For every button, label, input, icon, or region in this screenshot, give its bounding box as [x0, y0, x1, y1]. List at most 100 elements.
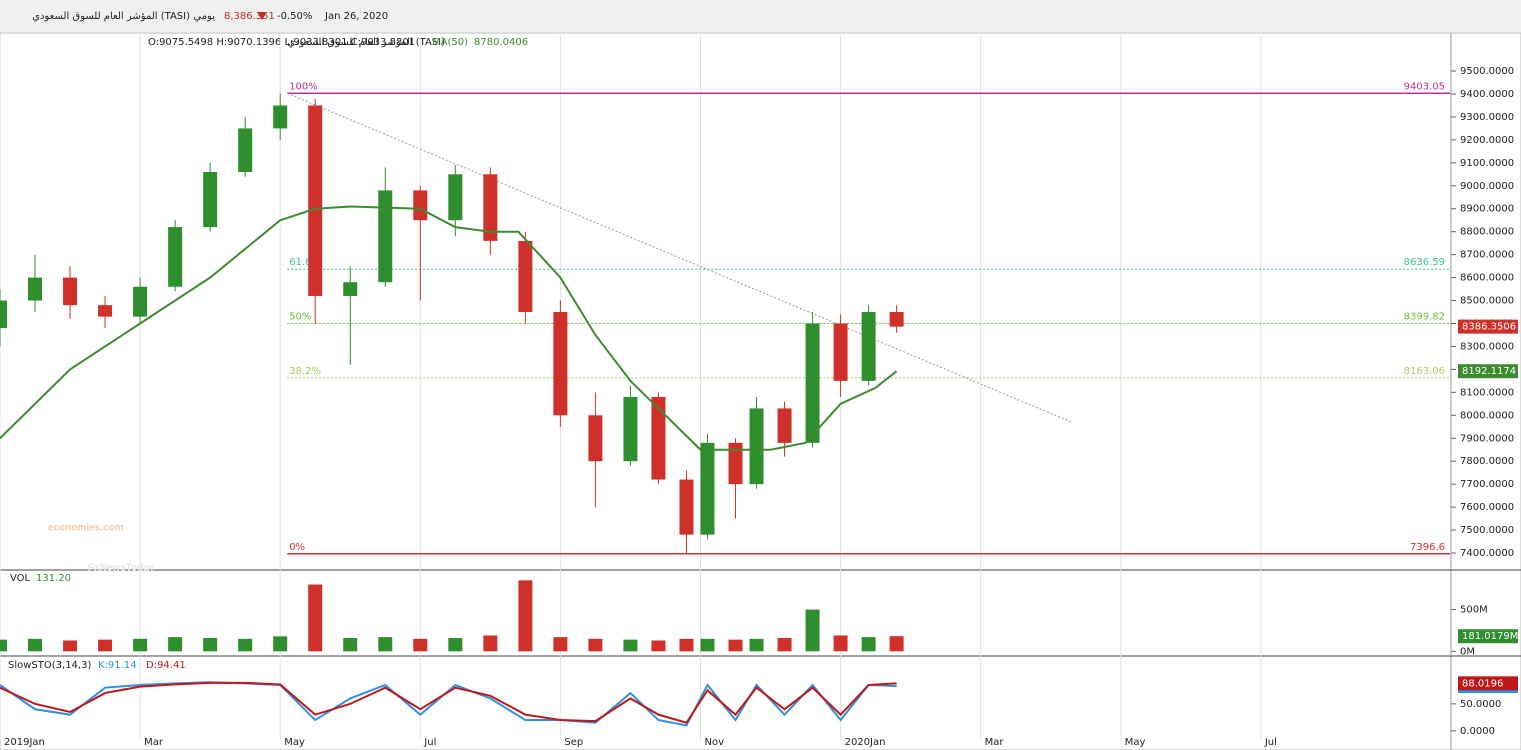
candle-body — [343, 282, 358, 296]
price-box-label: 8192.1174 — [1462, 366, 1516, 377]
y-tick-label: 8700.0000 — [1460, 250, 1514, 261]
candle-body — [168, 227, 183, 287]
volume-bar — [553, 637, 568, 652]
sto-title: SlowSTO(3,14,3) — [8, 660, 91, 671]
candle-body — [728, 442, 743, 485]
volume-bar — [273, 636, 288, 652]
candle-body — [861, 312, 876, 381]
candle-body — [889, 312, 904, 327]
x-tick-label: Nov — [704, 737, 724, 748]
y-tick-label: 7600.0000 — [1460, 502, 1514, 513]
candle-body — [203, 172, 218, 228]
down-arrow — [257, 12, 267, 20]
ma-line — [0, 205, 898, 451]
x-tick-label: Jul — [423, 737, 436, 748]
y-tick-label: 9300.0000 — [1460, 112, 1514, 123]
y-tick-label: 8100.0000 — [1460, 387, 1514, 398]
candle-body — [679, 479, 694, 535]
volume-bar — [98, 639, 113, 652]
candle-body — [378, 190, 393, 283]
watermark: FxNewsToday — [88, 563, 155, 574]
candle-body — [413, 190, 428, 221]
candle-body — [0, 300, 7, 329]
candle-body — [588, 415, 603, 462]
fib-label: 100% — [289, 81, 318, 92]
volume-bar — [805, 609, 820, 652]
candle-body — [749, 408, 764, 485]
volume-bar — [777, 637, 792, 652]
price-box — [1458, 319, 1518, 334]
x-tick-label: Jul — [1264, 737, 1277, 748]
y-tick-label: 7900.0000 — [1460, 433, 1514, 444]
frame — [0, 32, 1521, 750]
y-tick-label: 8500.0000 — [1460, 296, 1514, 307]
legend-ohlc: O:9075.5498 H:9070.1396 L:9033.8301 C:90… — [148, 37, 415, 48]
vol-label: VOL — [10, 573, 31, 584]
fib-value: 8399.82 — [1404, 312, 1445, 323]
y-tick-label: 7800.0000 — [1460, 456, 1514, 467]
volume-bar — [651, 640, 666, 652]
candle-body — [553, 312, 568, 416]
y-tick-label: 8000.0000 — [1460, 410, 1514, 421]
y-tick-label: 50.0000 — [1460, 699, 1501, 710]
y-tick-label: 7400.0000 — [1460, 548, 1514, 559]
volume-bar — [238, 638, 253, 652]
volume-bar — [861, 637, 876, 652]
sto-line — [0, 681, 897, 724]
candle-body — [308, 105, 323, 296]
volume-bar — [448, 637, 463, 652]
watermark: economies.com — [48, 523, 124, 534]
y-tick-label: 9200.0000 — [1460, 135, 1514, 146]
y-tick-label: 0M — [1460, 646, 1475, 657]
candle-body — [518, 240, 533, 313]
toolbar-date: Jan 26, 2020 — [324, 11, 388, 22]
y-tick-label: 9500.0000 — [1460, 66, 1514, 77]
vol-value: 131.20 — [36, 573, 71, 584]
volume-bar — [413, 638, 428, 652]
fib-label: 0% — [289, 542, 305, 553]
volume-bar — [749, 638, 764, 652]
x-tick-label: Mar — [985, 737, 1005, 748]
volume-bar — [889, 636, 904, 652]
y-tick-label: 7500.0000 — [1460, 525, 1514, 536]
candle-body — [133, 286, 148, 317]
volume-bar — [28, 638, 43, 652]
candle-body — [63, 277, 78, 306]
ma-value: 8780.0406 — [474, 37, 528, 48]
y-tick-label: 8900.0000 — [1460, 204, 1514, 215]
candle-body — [623, 396, 638, 462]
price-box-label: 181.0179M — [1462, 631, 1518, 642]
fib-value: 7396.6 — [1410, 542, 1445, 553]
fib-value: 8163.06 — [1404, 366, 1445, 377]
candle-body — [483, 174, 498, 241]
volume-bar — [679, 638, 694, 652]
toolbar-name: المؤشر العام للسوق السعودي (TASI) — [32, 11, 190, 22]
candle-body — [98, 305, 113, 317]
y-tick-label: 8300.0000 — [1460, 341, 1514, 352]
legend-name: المؤشر العام للسوق السعودي (TASI) — [287, 37, 445, 48]
legend-entry: D:94.41 — [146, 660, 186, 671]
sto-line — [0, 681, 897, 727]
volume-bar — [700, 638, 715, 652]
toolbar-price: 8,386.351 — [224, 11, 275, 22]
x-tick-label: May — [284, 737, 305, 748]
x-tick-label: Mar — [144, 737, 164, 748]
volume-bar — [133, 638, 148, 652]
volume-bar — [308, 584, 323, 652]
fib-value: 8636.59 — [1404, 257, 1445, 268]
volume-bar — [63, 640, 78, 652]
toolbar-bg — [0, 0, 1521, 32]
volume-bar — [483, 635, 498, 652]
price-box-label: 8386.3506 — [1462, 322, 1516, 333]
volume-bar — [728, 639, 743, 652]
y-tick-label: 0.0000 — [1460, 726, 1495, 737]
y-tick-label: 500M — [1460, 605, 1488, 616]
volume-bar — [168, 637, 183, 652]
y-tick-label: 9100.0000 — [1460, 158, 1514, 169]
volume-bar — [203, 637, 218, 652]
candle-body — [777, 408, 792, 443]
toolbar-period: يومي — [193, 11, 215, 22]
candle-body — [448, 174, 463, 221]
fib-value: 9403.05 — [1404, 81, 1445, 92]
